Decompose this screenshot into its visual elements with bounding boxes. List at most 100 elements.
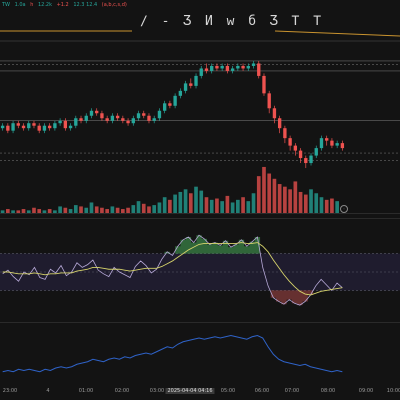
candle-body (79, 118, 83, 121)
indicator-legend[interactable]: TW 1.0a h 12.2k +1.2 12.3 12.4 (a,b,c,s,… (2, 2, 130, 8)
time-tick: 23:00 (2, 388, 18, 394)
legend-item: 1.0a (14, 2, 26, 8)
candle-body (27, 123, 31, 129)
legend-item: (a,b,c,s,d) (101, 2, 127, 8)
volume-bar (283, 186, 287, 213)
candle-body (47, 125, 52, 129)
candle-body (277, 118, 282, 129)
volume-bar (303, 194, 308, 213)
time-axis[interactable]: 23:00401:0002:0003:0004:0005:002025-04-0… (0, 384, 400, 400)
candle-body (11, 123, 15, 131)
candle-body (251, 63, 256, 66)
candle-body (298, 150, 303, 159)
candle-body (74, 118, 78, 126)
indicator-pane[interactable] (0, 322, 400, 384)
candle-body (136, 113, 141, 119)
candle-body (309, 155, 313, 164)
volume-bar (26, 210, 31, 213)
rsi-chart[interactable] (0, 222, 400, 322)
candle-body (157, 110, 162, 119)
time-tick: 10:00 (386, 388, 400, 394)
volume-bar (173, 194, 177, 213)
candle-body (340, 143, 345, 149)
candle-body (105, 118, 109, 121)
volume-bar (188, 193, 193, 213)
volume-bar (236, 199, 240, 213)
candle-body (178, 90, 183, 96)
volume-bar (256, 176, 261, 213)
volume-bar (157, 202, 162, 213)
candle-body (53, 123, 57, 129)
time-tick: 08:00 (320, 388, 336, 394)
volume-bar (84, 207, 89, 213)
legend-item: 12.2k (37, 2, 52, 8)
candle-body (189, 83, 193, 86)
volume-bar (105, 209, 109, 213)
chart-header: TW 1.0a h 12.2k +1.2 12.3 12.4 (a,b,c,s,… (0, 0, 400, 48)
volume-bar (241, 197, 245, 213)
time-tick: 06:00 (254, 388, 270, 394)
volume-bar (131, 205, 136, 213)
volume-bar (267, 173, 272, 213)
volume-bar (141, 203, 146, 213)
volume-bar (178, 191, 183, 213)
candle-body (288, 138, 292, 146)
candle-body (314, 148, 318, 156)
candle-body (267, 93, 271, 109)
time-tick: 03:00 (149, 388, 165, 394)
volume-bar (199, 190, 204, 213)
volume-bar (288, 189, 292, 213)
candlestick-chart[interactable] (0, 48, 400, 218)
time-tick: 4 (46, 388, 50, 394)
volume-bar (0, 210, 5, 213)
rsi-signal-line (2, 242, 343, 296)
volume-bar (89, 202, 94, 213)
header-lines (0, 30, 400, 42)
indicator-chart[interactable] (0, 322, 400, 384)
volume-bar (11, 210, 15, 213)
rsi-pane[interactable] (0, 222, 400, 322)
candle-body (262, 75, 266, 94)
volume-bar (147, 206, 151, 213)
volume-bar (47, 209, 52, 213)
volume-bar (152, 205, 157, 213)
time-tick: 07:00 (284, 388, 300, 394)
accent-line-right (274, 30, 400, 37)
volume-bar (272, 178, 277, 213)
volume-bar (209, 199, 214, 213)
volume-bar (309, 189, 313, 213)
volume-bar (330, 198, 334, 213)
candle-body (199, 68, 203, 76)
candle-body (131, 118, 135, 124)
volume-bar (314, 193, 319, 213)
candle-body (236, 65, 240, 69)
candle-body (32, 123, 36, 126)
volume-settings-icon[interactable]: ◦ (340, 205, 348, 213)
volume-bar (42, 210, 47, 213)
legend-item: +1.2 (56, 2, 69, 8)
price-pane[interactable]: ◦ (0, 48, 400, 218)
volume-bar (277, 184, 282, 213)
time-tick: 05:00 (220, 388, 236, 394)
candle-body (272, 108, 277, 119)
volume-bar (215, 198, 219, 213)
candle-body (330, 140, 334, 146)
volume-bar (168, 199, 172, 213)
volume-bar (110, 206, 115, 213)
volume-bar (16, 210, 21, 213)
volume-bar (293, 181, 298, 213)
candle-body (335, 143, 339, 146)
volume-bar (37, 209, 42, 213)
pane-separator[interactable] (0, 322, 400, 323)
volume-bar (298, 191, 303, 213)
candle-body (168, 103, 172, 106)
candle-body (147, 115, 151, 121)
volume-bar (58, 206, 62, 213)
volume-bar (246, 201, 251, 213)
candle-body (246, 65, 250, 69)
pane-separator[interactable] (0, 218, 400, 219)
candle-body (89, 110, 94, 116)
volume-bar (335, 201, 339, 213)
volume-bar (100, 207, 104, 213)
volume-bar (251, 193, 256, 213)
